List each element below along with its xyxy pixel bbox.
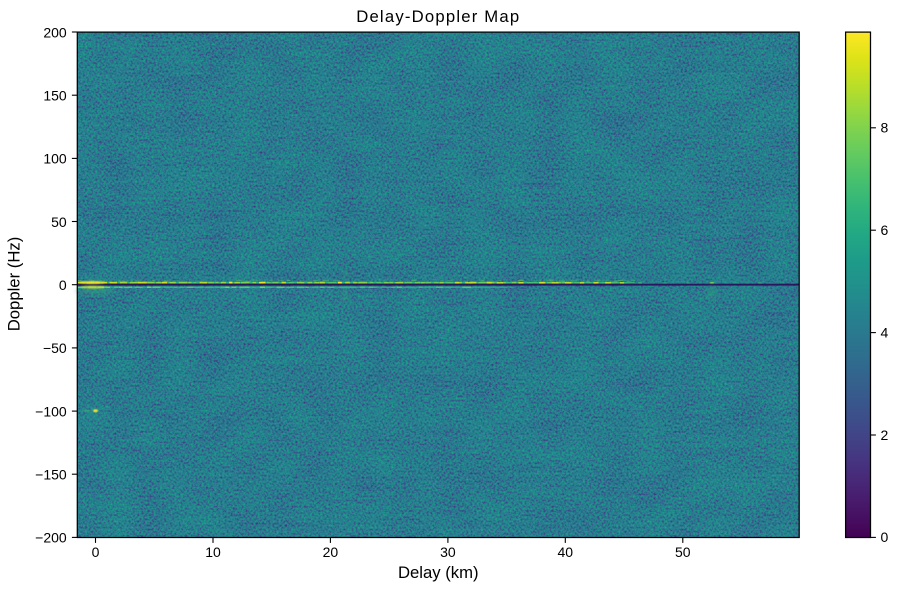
svg-text:50: 50 bbox=[51, 214, 67, 230]
svg-text:−200: −200 bbox=[35, 530, 67, 546]
svg-text:200: 200 bbox=[43, 24, 67, 40]
svg-text:10: 10 bbox=[205, 544, 221, 560]
svg-text:50: 50 bbox=[675, 544, 691, 560]
svg-text:0: 0 bbox=[59, 277, 67, 293]
svg-text:Delay-Doppler Map: Delay-Doppler Map bbox=[356, 7, 520, 26]
svg-text:30: 30 bbox=[440, 544, 456, 560]
svg-text:0: 0 bbox=[881, 529, 889, 545]
svg-text:150: 150 bbox=[43, 88, 67, 104]
svg-text:2: 2 bbox=[881, 427, 889, 443]
svg-text:Delay (km): Delay (km) bbox=[398, 563, 479, 582]
svg-text:100: 100 bbox=[43, 151, 67, 167]
svg-text:40: 40 bbox=[558, 544, 574, 560]
svg-text:−100: −100 bbox=[35, 403, 67, 419]
svg-text:Doppler (Hz): Doppler (Hz) bbox=[5, 237, 24, 332]
svg-text:20: 20 bbox=[323, 544, 339, 560]
svg-text:−150: −150 bbox=[35, 467, 67, 483]
svg-text:4: 4 bbox=[881, 324, 889, 340]
svg-text:8: 8 bbox=[881, 120, 889, 136]
svg-text:6: 6 bbox=[881, 222, 889, 238]
svg-text:0: 0 bbox=[92, 544, 100, 560]
svg-text:−50: −50 bbox=[43, 340, 67, 356]
